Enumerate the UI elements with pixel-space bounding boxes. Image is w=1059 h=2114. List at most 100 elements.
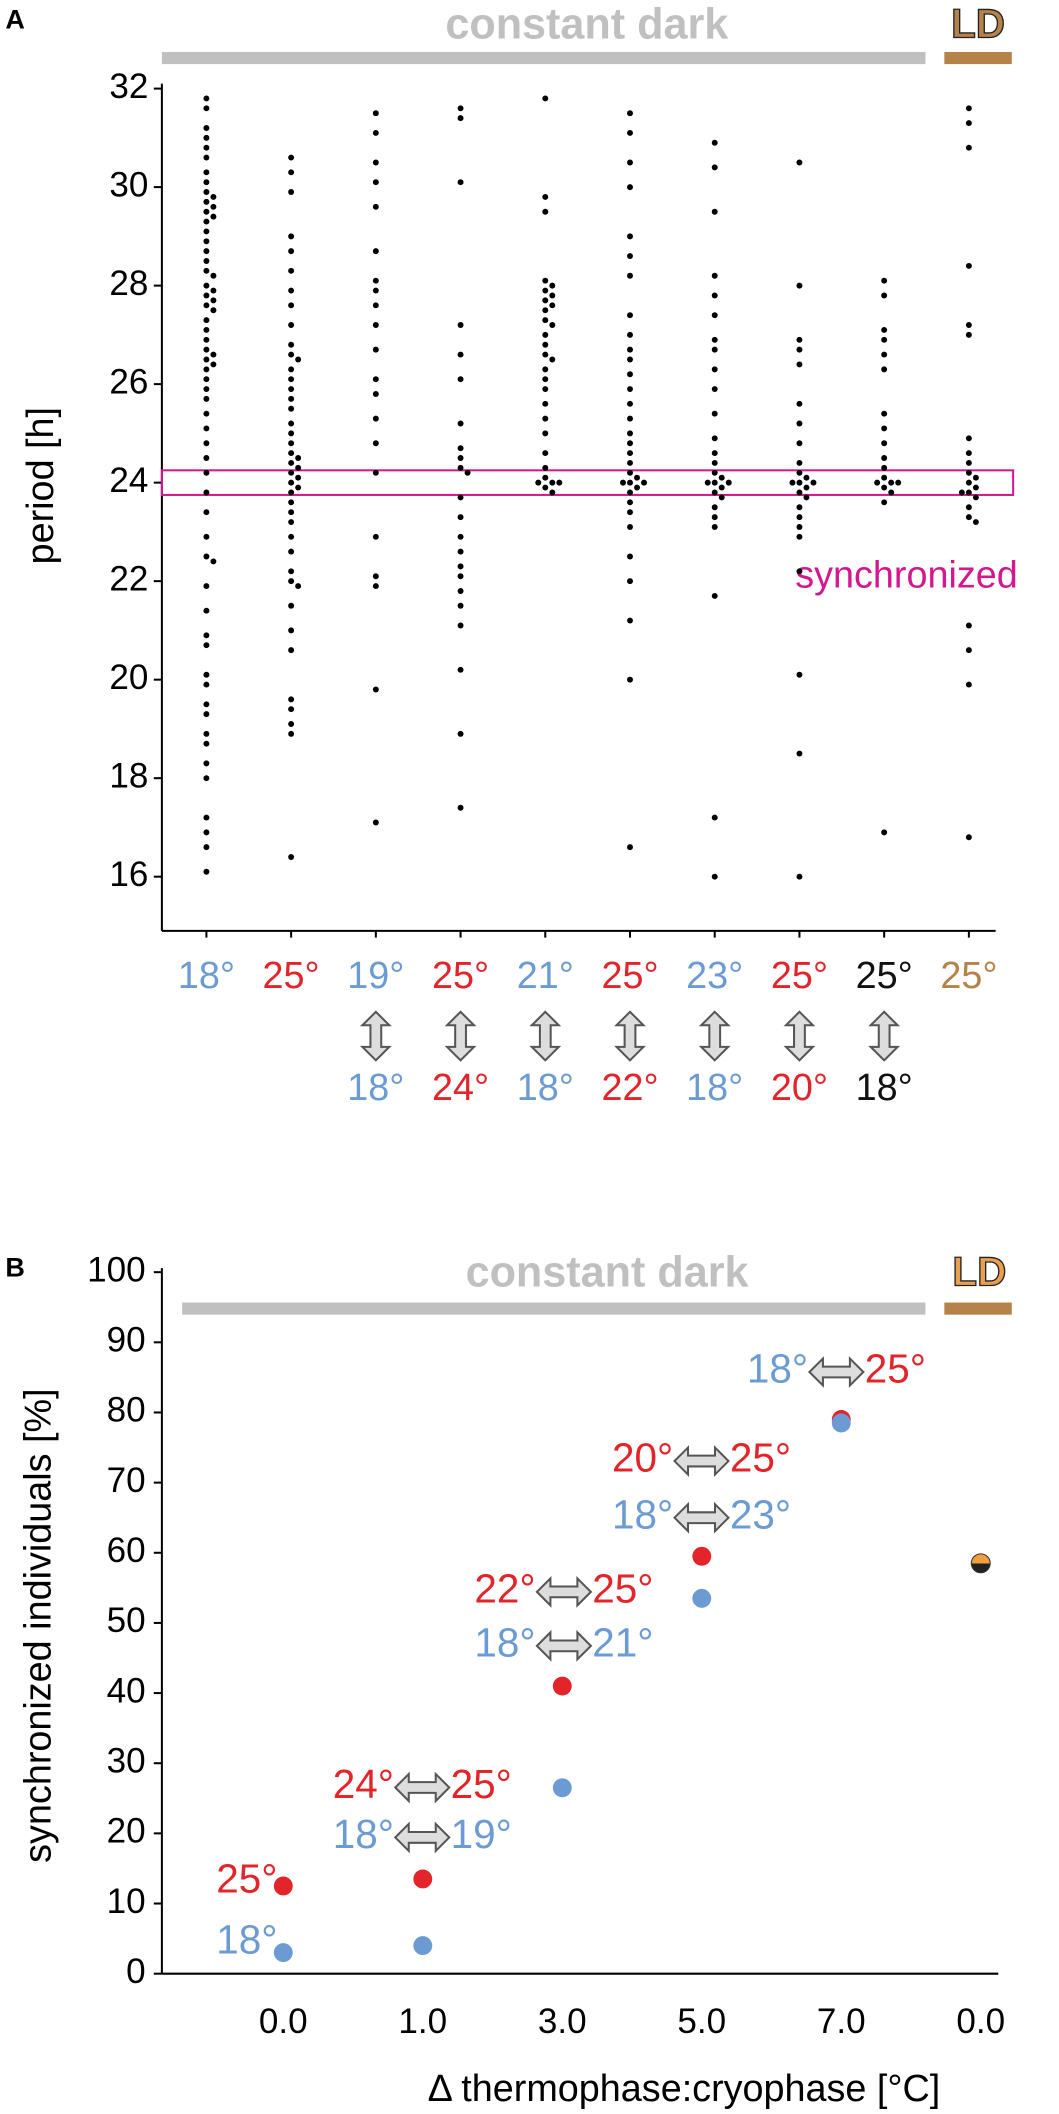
data-dot bbox=[457, 445, 464, 452]
data-dot bbox=[372, 248, 379, 255]
data-dot bbox=[288, 489, 295, 496]
data-dot bbox=[881, 410, 888, 417]
data-point bbox=[970, 1553, 991, 1574]
data-dot bbox=[627, 415, 633, 422]
data-dot bbox=[288, 578, 295, 585]
data-dot bbox=[796, 440, 803, 447]
data-dot bbox=[372, 391, 379, 397]
panel-label: B bbox=[5, 1253, 24, 1283]
data-dot bbox=[542, 450, 549, 457]
data-dot bbox=[288, 189, 295, 195]
double-arrow bbox=[614, 1010, 646, 1062]
y-tick-label: 24 bbox=[109, 461, 148, 500]
data-dot bbox=[372, 287, 379, 294]
y-tick-label: 22 bbox=[109, 559, 148, 598]
data-dot bbox=[203, 248, 210, 255]
data-dot bbox=[965, 622, 972, 629]
data-dot bbox=[203, 317, 210, 324]
data-dot bbox=[711, 873, 718, 880]
y-tick-label: 60 bbox=[107, 1531, 146, 1570]
data-dot bbox=[203, 607, 210, 614]
data-point bbox=[831, 1413, 851, 1433]
data-dot bbox=[372, 322, 379, 328]
data-dot bbox=[203, 730, 210, 737]
data-dot bbox=[203, 469, 210, 476]
data-dot bbox=[203, 105, 210, 112]
data-dot bbox=[464, 469, 471, 476]
annotation-right: 25° bbox=[730, 1435, 791, 1481]
data-dot bbox=[288, 233, 295, 240]
condition-header: constant dark bbox=[466, 1248, 750, 1296]
data-dot bbox=[711, 469, 718, 476]
data-dot bbox=[542, 376, 549, 383]
double-arrow bbox=[673, 1501, 730, 1534]
data-dot bbox=[203, 489, 210, 496]
category-label-bottom: 18° bbox=[517, 1067, 574, 1109]
data-dot bbox=[965, 105, 972, 112]
data-dot bbox=[627, 617, 633, 624]
data-dot bbox=[789, 479, 796, 486]
annotation-right: 25° bbox=[865, 1346, 926, 1392]
double-arrow bbox=[783, 1010, 816, 1062]
data-dot bbox=[372, 203, 379, 210]
data-dot bbox=[288, 248, 295, 255]
y-tick-label: 30 bbox=[109, 165, 148, 204]
data-dot bbox=[288, 169, 295, 176]
data-dot bbox=[881, 474, 888, 481]
data-dot bbox=[210, 307, 217, 314]
data-dot bbox=[288, 459, 295, 466]
data-dot bbox=[881, 292, 888, 299]
category-label: 25° bbox=[940, 955, 997, 997]
data-dot bbox=[203, 814, 210, 821]
data-dot bbox=[457, 666, 464, 673]
data-dot bbox=[203, 829, 210, 836]
data-dot bbox=[711, 139, 718, 146]
double-arrow bbox=[359, 1010, 392, 1062]
data-dot bbox=[620, 479, 626, 486]
data-dot bbox=[203, 346, 210, 353]
data-dot bbox=[542, 464, 549, 471]
data-dot bbox=[796, 533, 803, 540]
x-tick-label: 1.0 bbox=[398, 2002, 447, 2041]
data-dot bbox=[203, 681, 210, 688]
category-label-bottom: 24° bbox=[432, 1067, 489, 1109]
data-dot bbox=[372, 819, 379, 826]
data-dot bbox=[711, 312, 718, 319]
data-dot bbox=[295, 583, 302, 590]
data-dot bbox=[711, 450, 718, 457]
data-dot bbox=[295, 356, 302, 363]
data-dot bbox=[203, 258, 210, 264]
data-dot bbox=[203, 455, 210, 461]
data-dot bbox=[288, 395, 295, 402]
data-dot bbox=[627, 184, 633, 191]
data-dot bbox=[711, 292, 718, 299]
data-dot bbox=[372, 302, 379, 309]
data-dot bbox=[881, 277, 888, 284]
data-dot bbox=[542, 474, 549, 481]
data-dot bbox=[288, 341, 295, 348]
ld-bar bbox=[944, 1302, 1012, 1315]
data-dot bbox=[288, 854, 295, 860]
data-dot bbox=[210, 193, 217, 200]
annotation-left: 22° bbox=[474, 1566, 535, 1612]
data-dot bbox=[542, 208, 549, 215]
y-tick-label: 10 bbox=[107, 1882, 146, 1921]
data-dot bbox=[288, 647, 295, 654]
data-dot bbox=[542, 351, 549, 358]
ld-header: LD bbox=[952, 1249, 1006, 1295]
data-dot bbox=[634, 484, 640, 491]
data-dot bbox=[549, 302, 556, 309]
data-dot bbox=[965, 647, 972, 654]
data-dot bbox=[203, 189, 210, 195]
data-dot bbox=[542, 366, 549, 373]
data-dot bbox=[203, 95, 210, 102]
data-dot bbox=[627, 479, 633, 486]
annotation-left: 18° bbox=[612, 1491, 673, 1537]
data-dot bbox=[627, 386, 633, 393]
data-dot bbox=[965, 331, 972, 338]
data-dot bbox=[203, 154, 210, 161]
data-dot bbox=[535, 479, 542, 486]
data-dot bbox=[965, 489, 972, 496]
data-dot bbox=[457, 563, 464, 570]
